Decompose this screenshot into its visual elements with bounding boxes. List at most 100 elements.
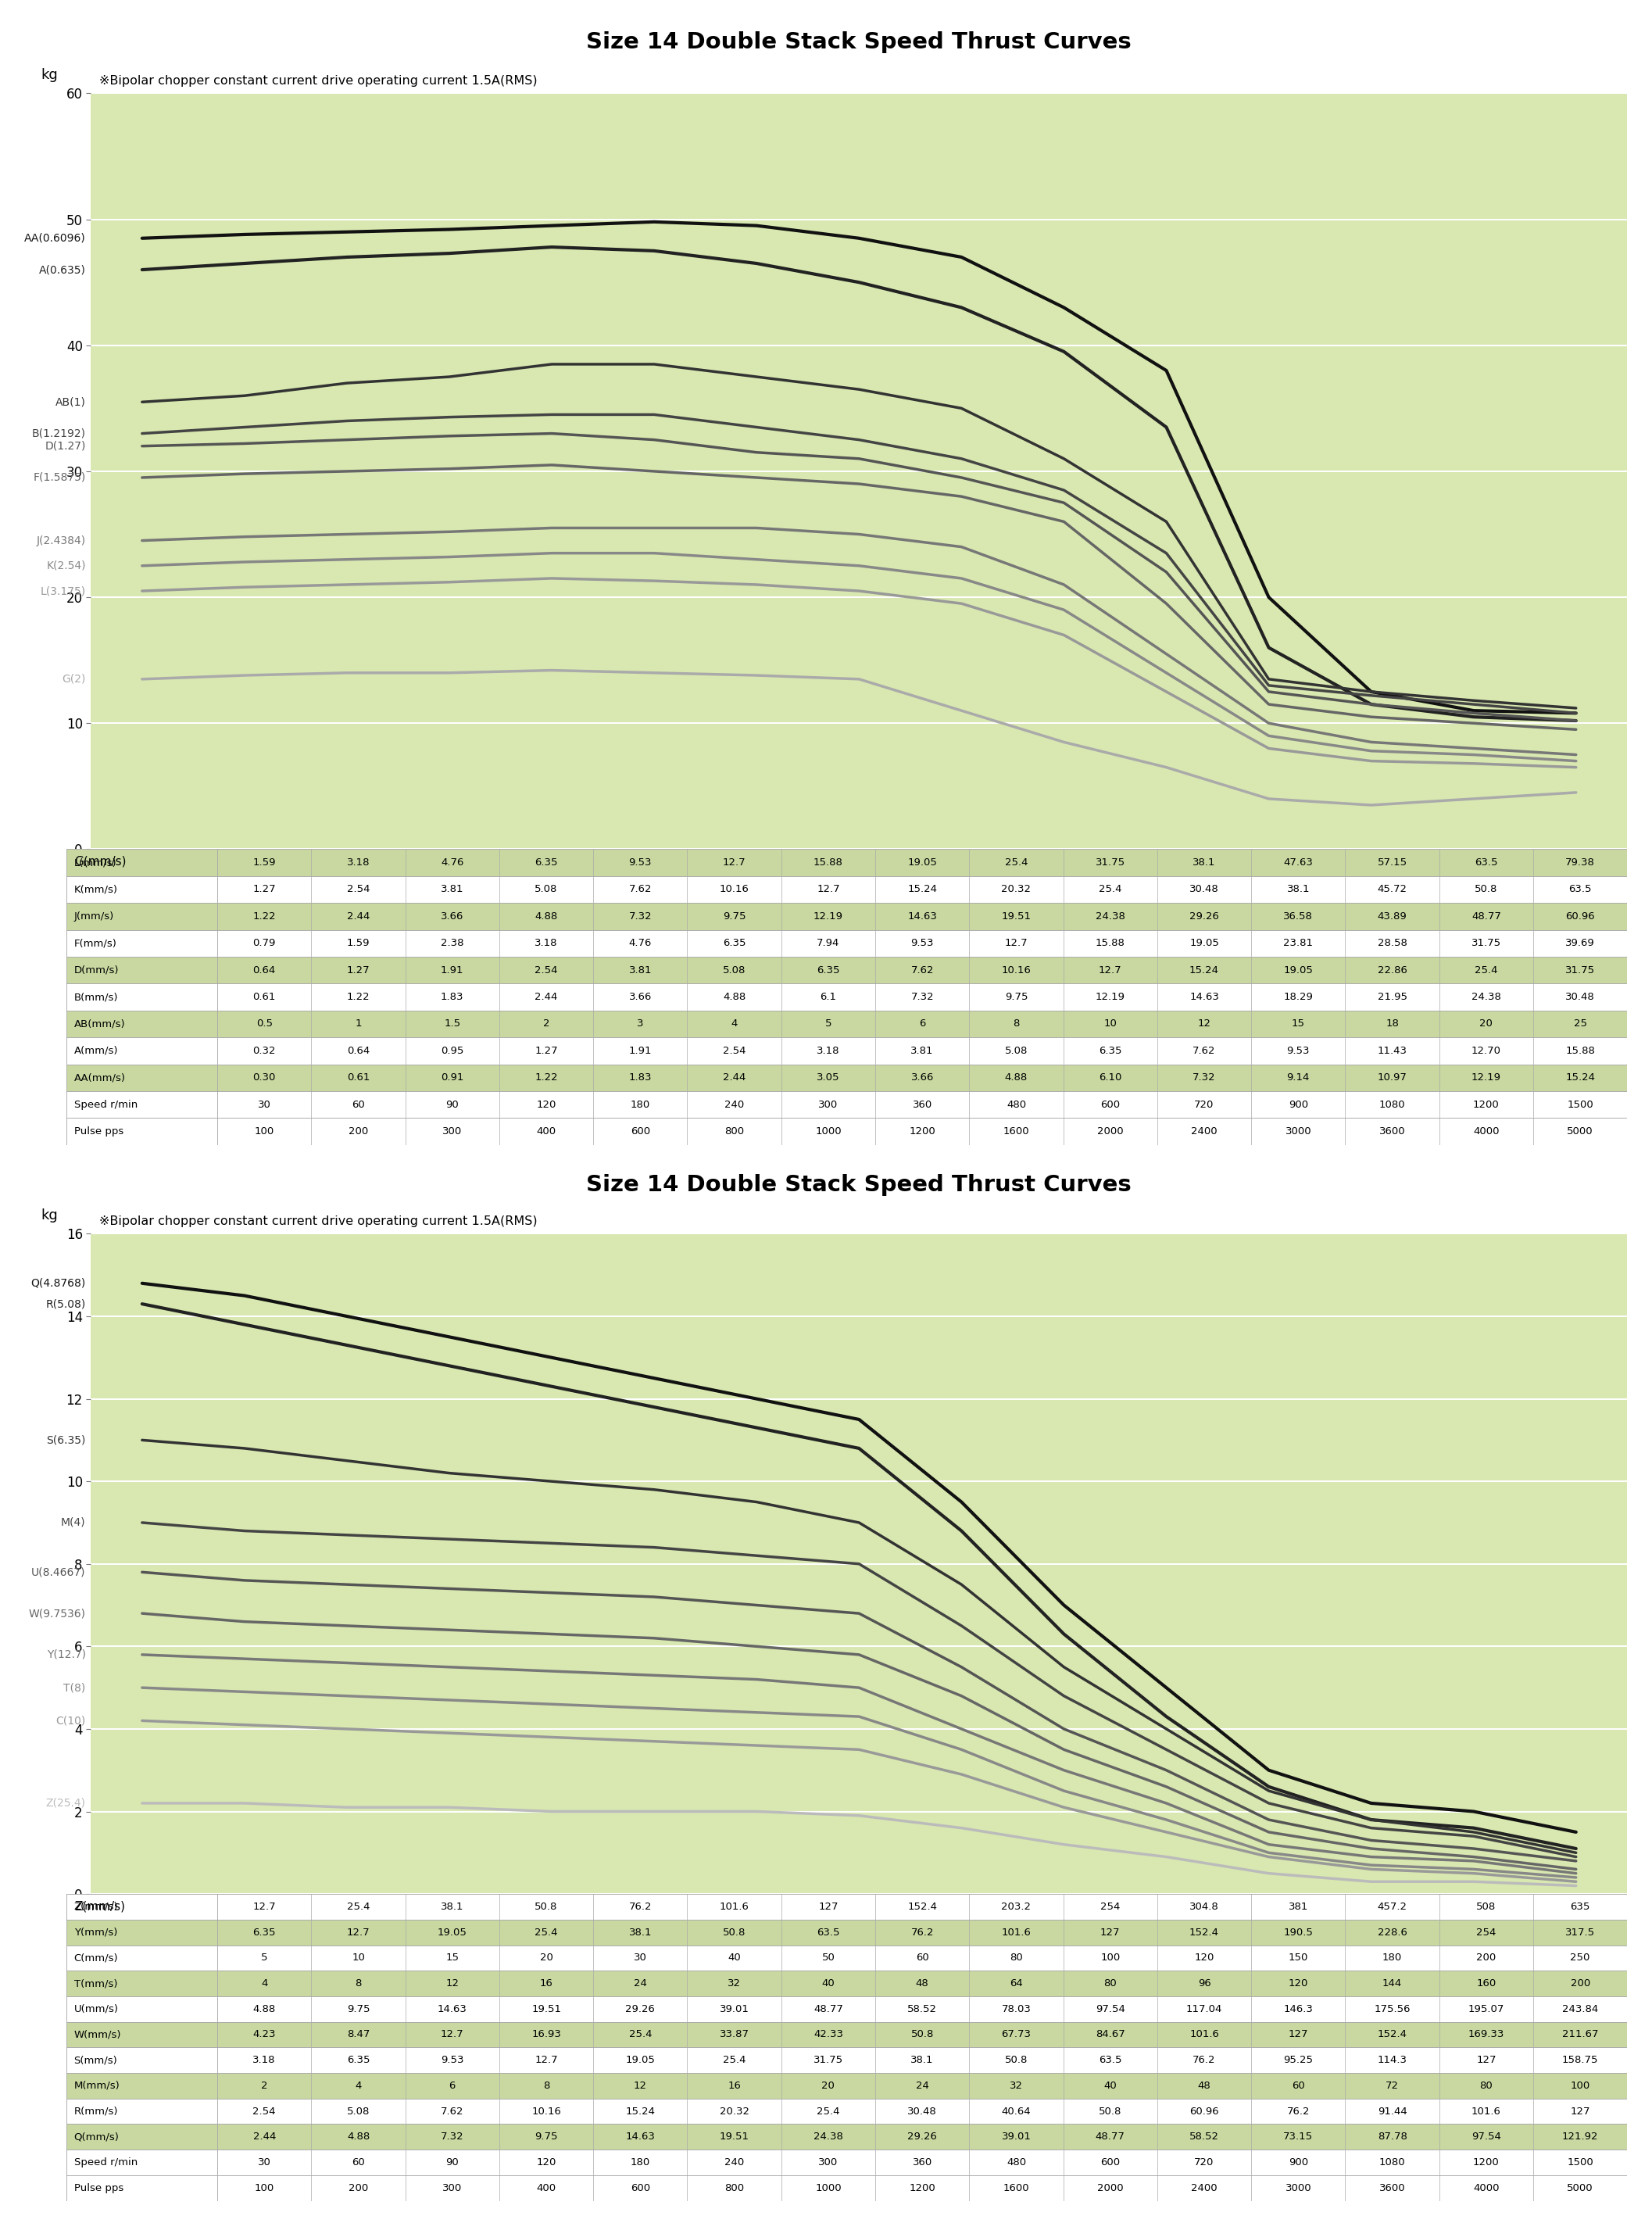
Bar	[66, 1065, 1627, 1091]
Text: 11.43: 11.43	[1378, 1045, 1408, 1056]
Text: Z(25.4): Z(25.4)	[46, 1798, 86, 1810]
Text: 19.05: 19.05	[626, 2054, 656, 2065]
Text: 5.08: 5.08	[1004, 1045, 1028, 1056]
Text: 152.4: 152.4	[1378, 2030, 1408, 2041]
Text: S(6.35): S(6.35)	[46, 1434, 86, 1445]
Text: 6.35: 6.35	[816, 965, 839, 976]
Text: 300: 300	[818, 1100, 838, 1109]
Text: 6: 6	[919, 1018, 925, 1029]
Text: 96: 96	[1198, 1978, 1211, 1990]
Text: 25.4: 25.4	[347, 1901, 370, 1912]
Text: K(2.54): K(2.54)	[46, 560, 86, 571]
Text: 30: 30	[258, 1100, 271, 1109]
Text: 5000: 5000	[1568, 1127, 1594, 1136]
Text: 800: 800	[725, 2183, 743, 2194]
Text: 9.75: 9.75	[347, 2003, 370, 2014]
Text: 48.77: 48.77	[1095, 2132, 1125, 2143]
Text: 6.1: 6.1	[819, 991, 836, 1003]
Text: 7.62: 7.62	[910, 965, 933, 976]
Text: 15.24: 15.24	[1566, 1071, 1596, 1083]
Text: 211.67: 211.67	[1563, 2030, 1599, 2041]
Text: 120: 120	[1194, 1952, 1214, 1963]
Text: 7.62: 7.62	[1193, 1045, 1216, 1056]
Text: 2.54: 2.54	[347, 885, 370, 894]
Text: 254: 254	[1100, 1901, 1120, 1912]
Text: 360: 360	[912, 2156, 932, 2167]
Text: 4.88: 4.88	[347, 2132, 370, 2143]
Text: 360: 360	[912, 1100, 932, 1109]
Text: 457.2: 457.2	[1378, 1901, 1408, 1912]
Text: 10.97: 10.97	[1378, 1071, 1408, 1083]
Text: 3: 3	[638, 1018, 644, 1029]
Text: 1.91: 1.91	[441, 965, 464, 976]
Text: J(mm/s): J(mm/s)	[74, 911, 114, 923]
Text: 25: 25	[1574, 1018, 1588, 1029]
Text: 1.83: 1.83	[441, 991, 464, 1003]
Text: 38.1: 38.1	[629, 1927, 653, 1938]
Text: 1500: 1500	[1568, 2156, 1594, 2167]
Text: T(8): T(8)	[64, 1683, 86, 1694]
Text: 79.38: 79.38	[1566, 858, 1596, 867]
Text: 6.35: 6.35	[253, 1927, 276, 1938]
Text: 15.24: 15.24	[907, 885, 937, 894]
Text: M(mm/s): M(mm/s)	[74, 2081, 121, 2092]
Text: 19.51: 19.51	[719, 2132, 748, 2143]
Text: 40: 40	[821, 1978, 834, 1990]
Text: 12.19: 12.19	[1095, 991, 1125, 1003]
Text: 25.4: 25.4	[1099, 885, 1122, 894]
Text: 5.08: 5.08	[347, 2105, 370, 2116]
Text: 3600: 3600	[1379, 2183, 1406, 2194]
Text: 10: 10	[352, 1952, 365, 1963]
Bar	[66, 2023, 1627, 2047]
Text: 30.48: 30.48	[907, 2105, 937, 2116]
Bar	[66, 929, 1627, 956]
Text: C(mm/s): C(mm/s)	[74, 1952, 119, 1963]
Text: 36.58: 36.58	[1284, 911, 1313, 923]
Bar	[66, 956, 1627, 983]
Text: 101.6: 101.6	[1001, 1927, 1031, 1938]
Text: 0.91: 0.91	[441, 1071, 464, 1083]
Text: kg: kg	[41, 69, 58, 82]
Text: 114.3: 114.3	[1378, 2054, 1408, 2065]
Text: 63.5: 63.5	[816, 1927, 839, 1938]
Text: 0.79: 0.79	[253, 938, 276, 949]
Text: 38.1: 38.1	[1287, 885, 1310, 894]
Bar	[66, 983, 1627, 1011]
Text: 146.3: 146.3	[1284, 2003, 1313, 2014]
Text: U(mm/s): U(mm/s)	[74, 2003, 119, 2014]
Text: 90: 90	[446, 1100, 459, 1109]
Text: 7.32: 7.32	[629, 911, 653, 923]
Text: 20.32: 20.32	[1001, 885, 1031, 894]
Text: 58.52: 58.52	[1189, 2132, 1219, 2143]
Text: 180: 180	[631, 1100, 651, 1109]
Text: 120: 120	[537, 2156, 557, 2167]
Text: 304.8: 304.8	[1189, 1901, 1219, 1912]
Text: 2.38: 2.38	[441, 938, 464, 949]
Text: 1080: 1080	[1379, 2156, 1406, 2167]
Text: 25.4: 25.4	[535, 1927, 558, 1938]
Text: 8.47: 8.47	[347, 2030, 370, 2041]
Text: 0.64: 0.64	[347, 1045, 370, 1056]
Text: D(1.27): D(1.27)	[45, 440, 86, 451]
Text: 1.22: 1.22	[347, 991, 370, 1003]
Text: 45.72: 45.72	[1378, 885, 1408, 894]
Text: 200: 200	[1571, 1978, 1591, 1990]
Text: 20: 20	[1480, 1018, 1493, 1029]
Text: 180: 180	[1383, 1952, 1403, 1963]
Text: Size 14 Double Stack Speed Thrust Curves: Size 14 Double Stack Speed Thrust Curves	[586, 1174, 1132, 1196]
Text: 10: 10	[1104, 1018, 1117, 1029]
Text: 1.27: 1.27	[253, 885, 276, 894]
Text: 1200: 1200	[1474, 1100, 1500, 1109]
Text: 0.5: 0.5	[256, 1018, 273, 1029]
Text: 14.63: 14.63	[907, 911, 937, 923]
Text: 800: 800	[725, 1127, 743, 1136]
Text: 152.4: 152.4	[1189, 1927, 1219, 1938]
Text: Y(mm/s): Y(mm/s)	[74, 1927, 117, 1938]
Text: 101.6: 101.6	[1472, 2105, 1502, 2116]
Text: 32: 32	[1009, 2081, 1023, 2092]
Text: 57.15: 57.15	[1378, 858, 1408, 867]
Bar	[66, 2047, 1627, 2072]
Text: A(mm/s): A(mm/s)	[74, 1045, 117, 1056]
Bar	[66, 849, 1627, 876]
Text: 87.78: 87.78	[1378, 2132, 1408, 2143]
